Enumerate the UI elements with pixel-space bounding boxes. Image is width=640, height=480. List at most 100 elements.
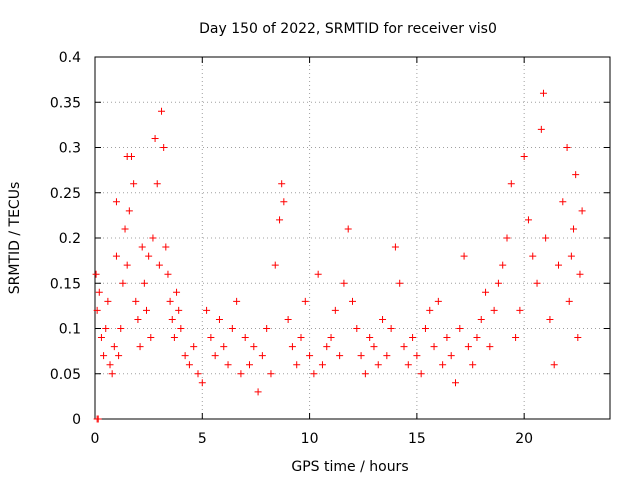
data-point	[572, 171, 580, 179]
data-point	[145, 252, 153, 260]
y-tick-label: 0.35	[50, 95, 81, 111]
data-point	[175, 306, 183, 314]
data-point	[173, 288, 181, 296]
data-point	[92, 270, 100, 278]
data-point	[130, 180, 138, 188]
data-point	[263, 325, 271, 332]
data-point	[413, 352, 421, 360]
data-point	[162, 243, 170, 251]
data-point	[143, 306, 150, 314]
data-point	[97, 334, 105, 342]
data-point	[112, 198, 120, 206]
data-point	[439, 361, 447, 369]
data-point	[284, 315, 292, 323]
data-point	[318, 361, 326, 369]
data-point	[550, 361, 558, 369]
data-point	[280, 198, 288, 206]
data-point	[136, 343, 144, 351]
data-point	[499, 261, 507, 269]
x-axis-label: GPS time / hours	[291, 459, 408, 475]
y-tick-label: 0.2	[59, 231, 81, 247]
data-point	[190, 343, 198, 351]
data-point	[340, 279, 348, 287]
data-point	[542, 234, 550, 242]
data-point	[220, 343, 228, 351]
data-point	[563, 144, 571, 151]
data-point	[224, 361, 232, 369]
data-point	[370, 343, 378, 351]
data-point	[132, 297, 140, 305]
plot-area-border	[94, 56, 611, 420]
y-axis-label: SRMTID / TECUs	[7, 182, 23, 295]
data-point	[138, 243, 146, 251]
data-point	[494, 279, 502, 287]
data-point	[181, 352, 189, 360]
data-point	[516, 306, 524, 314]
data-point	[297, 334, 305, 342]
data-point	[576, 270, 584, 278]
data-point	[512, 334, 520, 342]
data-point	[95, 288, 103, 296]
data-point	[271, 261, 279, 269]
data-point	[434, 297, 442, 305]
axis-ticks: 0 5 10 15 20 0 0.05 0.1 0.15 0.2 0.25 0.3 0.35 0.4	[50, 50, 610, 447]
y-tick-label: 0.1	[59, 322, 81, 338]
data-point	[151, 134, 159, 142]
data-point	[578, 207, 586, 215]
data-point	[198, 379, 206, 387]
data-point	[155, 261, 163, 269]
data-point	[533, 279, 541, 287]
data-point	[149, 234, 157, 242]
data-point	[400, 343, 408, 351]
data-point	[104, 297, 112, 305]
data-point	[228, 325, 236, 332]
data-point	[306, 352, 314, 360]
data-point	[567, 252, 575, 260]
data-point	[426, 306, 434, 314]
data-point	[379, 315, 387, 323]
data-point	[94, 415, 102, 423]
x-tick-label: 10	[301, 431, 319, 447]
x-tick-label: 5	[198, 431, 207, 447]
y-tick-label: 0	[72, 412, 81, 428]
data-point	[417, 370, 425, 378]
data-point	[177, 325, 185, 332]
data-point	[336, 352, 344, 360]
data-point	[301, 297, 309, 305]
y-tick-label: 0.25	[50, 186, 81, 202]
grid-lines	[95, 57, 610, 419]
data-point	[353, 325, 361, 332]
data-point	[100, 352, 108, 360]
data-point	[278, 180, 286, 188]
data-point	[344, 225, 352, 233]
data-point	[323, 343, 331, 351]
data-point	[404, 361, 412, 369]
data-point	[524, 216, 532, 224]
data-point	[153, 180, 161, 188]
data-point	[430, 343, 438, 351]
data-point	[559, 198, 567, 206]
data-point	[361, 370, 369, 378]
data-point	[357, 352, 365, 360]
data-point	[158, 107, 166, 115]
data-point	[123, 261, 131, 269]
x-tick-label: 20	[515, 431, 533, 447]
data-point	[490, 306, 498, 314]
data-point	[203, 306, 211, 314]
data-point	[327, 334, 335, 342]
data-point	[121, 225, 129, 233]
data-point	[529, 252, 537, 260]
data-point	[349, 297, 356, 305]
y-tick-label: 0.4	[59, 50, 81, 66]
x-tick-label: 0	[91, 431, 100, 447]
y-tick-label: 0.15	[50, 276, 81, 292]
y-tick-label: 0.05	[50, 367, 81, 383]
data-point	[374, 361, 382, 369]
data-point	[127, 153, 135, 161]
data-point	[473, 334, 481, 342]
data-point	[170, 334, 178, 342]
data-point	[106, 361, 114, 369]
data-point	[482, 288, 490, 296]
data-point	[331, 306, 339, 314]
data-point	[546, 315, 554, 323]
